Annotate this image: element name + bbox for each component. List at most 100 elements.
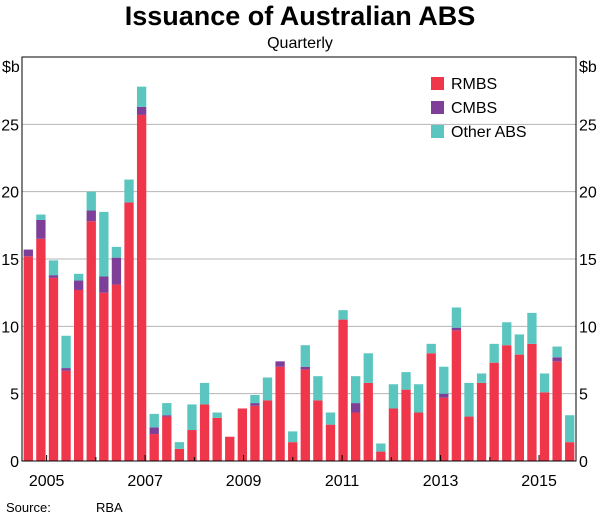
bar-cmbs (250, 403, 260, 406)
bar-rmbs (237, 408, 247, 461)
bar-other-abs (351, 376, 361, 404)
legend-swatch-rmbs (431, 77, 444, 90)
bar-other-abs (199, 382, 210, 405)
bar-rmbs (74, 289, 84, 461)
bar-other-abs (363, 353, 373, 383)
bar-rmbs (351, 412, 361, 461)
bar-cmbs (351, 403, 361, 413)
x-tick-label: 2009 (226, 473, 262, 490)
bar-rmbs (401, 389, 411, 461)
bar-other-abs (325, 412, 336, 425)
bar-rmbs (174, 448, 185, 461)
y-tick-label-left: 20 (1, 185, 19, 202)
bar-other-abs (124, 179, 134, 203)
bar-cmbs (48, 275, 59, 278)
bar-other-abs (514, 334, 524, 355)
bar-rmbs (86, 221, 96, 461)
legend-swatch-other-abs (431, 125, 444, 138)
bar-rmbs (489, 362, 499, 461)
bar-rmbs (111, 284, 122, 461)
x-tick-label: 2005 (29, 473, 65, 490)
bar-other-abs (552, 346, 562, 358)
bar-other-abs (99, 211, 109, 277)
bar-other-abs (413, 384, 424, 413)
bar-other-abs (174, 442, 185, 449)
bar-cmbs (74, 280, 84, 290)
bar-other-abs (212, 412, 222, 418)
y-ticks: 0 0 5 5 10 10 15 15 20 20 25 25 (1, 117, 597, 471)
bar-cmbs (99, 276, 109, 293)
bar-rmbs (288, 442, 298, 461)
bar-cmbs (451, 327, 462, 331)
bar-rmbs (61, 370, 71, 461)
bar-cmbs (36, 219, 46, 239)
bar-other-abs (162, 403, 172, 416)
bar-rmbs (262, 400, 273, 461)
bar-other-abs (527, 312, 537, 344)
y-tick-label-right: 0 (579, 454, 588, 471)
y-tick-label-right: 5 (579, 387, 588, 404)
bar-other-abs (464, 382, 474, 417)
bar-cmbs (439, 393, 449, 398)
bar-other-abs (187, 404, 197, 431)
bar-rmbs (363, 382, 373, 461)
bar-other-abs (149, 413, 159, 428)
y-tick-label-left: 5 (10, 387, 19, 404)
y-tick-label-right: 10 (579, 319, 597, 336)
bar-rmbs (527, 343, 537, 461)
bar-rmbs (539, 392, 550, 461)
legend-label-rmbs: RMBS (451, 76, 497, 93)
bar-cmbs (111, 257, 122, 285)
bar-cmbs (23, 249, 33, 257)
bar-cmbs (162, 415, 172, 417)
bar-rmbs (48, 277, 59, 461)
bar-other-abs (300, 345, 310, 367)
bar-rmbs (514, 354, 524, 461)
bar-cmbs (300, 366, 310, 370)
x-tick-label: 2007 (127, 473, 163, 490)
bar-rmbs (552, 361, 562, 461)
bar-other-abs (61, 335, 71, 369)
bar-other-abs (451, 307, 462, 328)
bar-other-abs (476, 373, 487, 383)
x-tick-label: 2015 (521, 473, 557, 490)
bar-rmbs (476, 382, 487, 461)
legend-label-other-abs: Other ABS (451, 124, 527, 141)
bars (23, 86, 575, 461)
bar-other-abs (262, 377, 273, 401)
legend-swatch-cmbs (431, 101, 444, 114)
bar-rmbs (376, 451, 386, 461)
bar-rmbs (313, 400, 323, 461)
y-tick-label-left: 10 (1, 319, 19, 336)
x-ticks: 2005 2007 2009 2011 2013 2015 (29, 455, 557, 490)
bar-other-abs (565, 415, 575, 443)
chart-subtitle: Quarterly (267, 35, 333, 52)
y-tick-label-right: 20 (579, 185, 597, 202)
bar-other-abs (250, 395, 260, 404)
bar-other-abs (136, 86, 147, 107)
bar-rmbs (99, 292, 109, 461)
bar-rmbs (162, 416, 172, 461)
y-tick-label-left: 0 (10, 454, 19, 471)
source-value: RBA (96, 500, 123, 515)
plot-frame (21, 56, 577, 462)
y-tick-label-left: 25 (1, 117, 19, 134)
bar-other-abs (439, 366, 449, 394)
y-axis-label-left: $b (2, 59, 20, 76)
bar-rmbs (451, 330, 462, 461)
bar-other-abs (111, 246, 122, 258)
bar-cmbs (552, 357, 562, 362)
y-axis-label-right: $b (579, 59, 597, 76)
bar-cmbs (275, 361, 285, 367)
bar-rmbs (565, 442, 575, 461)
bar-other-abs (489, 343, 499, 363)
bar-other-abs (86, 191, 96, 211)
y-tick-label-left: 15 (1, 252, 19, 269)
bar-other-abs (426, 343, 436, 354)
chart-title: Issuance of Australian ABS (125, 1, 476, 31)
x-tick-label: 2011 (325, 473, 360, 490)
y-tick-label-right: 25 (579, 117, 597, 134)
bar-rmbs (464, 416, 474, 461)
bar-rmbs (502, 345, 512, 461)
